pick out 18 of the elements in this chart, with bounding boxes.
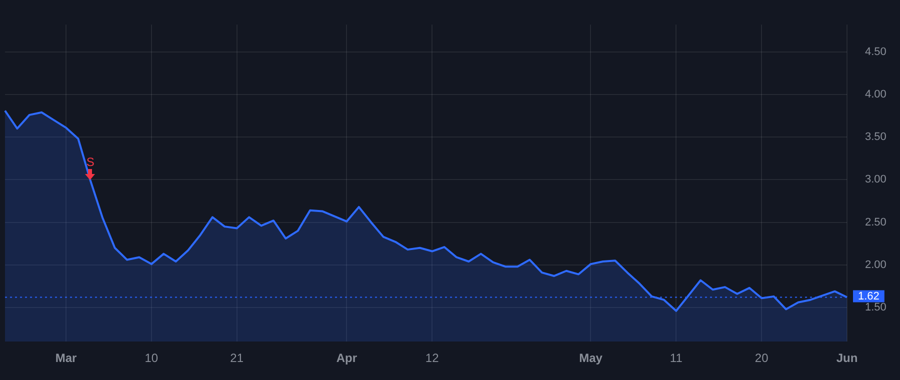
x-tick-label: May <box>579 351 603 366</box>
y-tick-label: 3.00 <box>865 174 886 186</box>
x-tick-label: Jun <box>836 351 858 366</box>
y-tick-label: 3.50 <box>865 131 886 144</box>
x-tick-label: 20 <box>754 351 769 366</box>
y-tick-label: 2.50 <box>865 216 886 228</box>
x-tick-label: 12 <box>425 351 440 366</box>
annotation: S <box>86 154 94 169</box>
y-tick-label: 2.00 <box>865 258 886 271</box>
x-tick-label: 11 <box>670 351 683 366</box>
x-tick-label: Mar <box>55 351 78 366</box>
x-tick-label: 10 <box>144 351 158 366</box>
y-tick-label: 4.50 <box>865 46 886 58</box>
y-tick-label: 1.50 <box>865 302 886 314</box>
x-tick-label: 21 <box>230 351 244 366</box>
y-tick-label: 4.00 <box>865 88 886 101</box>
x-tick-label: Apr <box>336 351 358 366</box>
ref-line-label: 1.62 <box>858 290 880 302</box>
